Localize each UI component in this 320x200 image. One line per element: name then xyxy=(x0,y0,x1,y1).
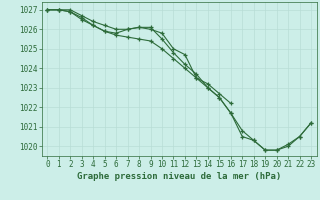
X-axis label: Graphe pression niveau de la mer (hPa): Graphe pression niveau de la mer (hPa) xyxy=(77,172,281,181)
